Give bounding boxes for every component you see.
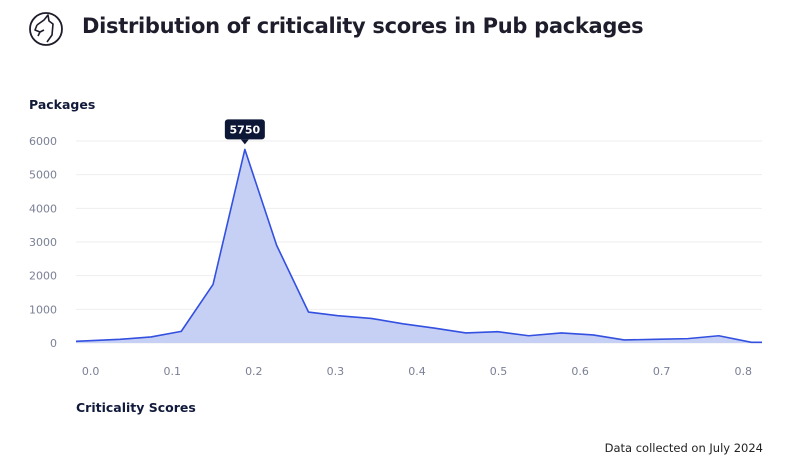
x-tick-label: 0.2 — [245, 365, 263, 378]
tooltip-box — [224, 119, 265, 140]
x-tick-label: 0.8 — [734, 365, 752, 378]
x-tick-label: 0.0 — [82, 365, 100, 378]
x-tick-label: 0.7 — [653, 365, 671, 378]
x-axis-label: Criticality Scores — [76, 400, 196, 415]
data-note: Data collected on July 2024 — [604, 441, 763, 455]
y-tick-label: 1000 — [29, 303, 57, 316]
area-fill — [76, 149, 762, 343]
y-tick-label: 5000 — [29, 169, 57, 182]
x-tick-label: 0.6 — [571, 365, 589, 378]
chart-title: Distribution of criticality scores in Pu… — [82, 14, 644, 38]
x-tick-label: 0.4 — [408, 365, 426, 378]
x-tick-label: 0.5 — [490, 365, 508, 378]
y-axis-label: Packages — [29, 97, 96, 112]
y-tick-label: 3000 — [29, 236, 57, 249]
tooltip-value: 5750 — [230, 123, 261, 136]
series-line — [75, 148, 762, 344]
unicorn-logo-icon — [28, 11, 64, 47]
y-tick-label: 4000 — [29, 202, 57, 215]
x-tick-label: 0.3 — [327, 365, 345, 378]
x-tick-label: 0.1 — [164, 365, 182, 378]
y-tick-label: 0 — [50, 337, 57, 350]
y-tick-label: 6000 — [29, 135, 57, 148]
tooltip-pointer — [240, 139, 249, 145]
y-tick-label: 2000 — [29, 270, 57, 283]
